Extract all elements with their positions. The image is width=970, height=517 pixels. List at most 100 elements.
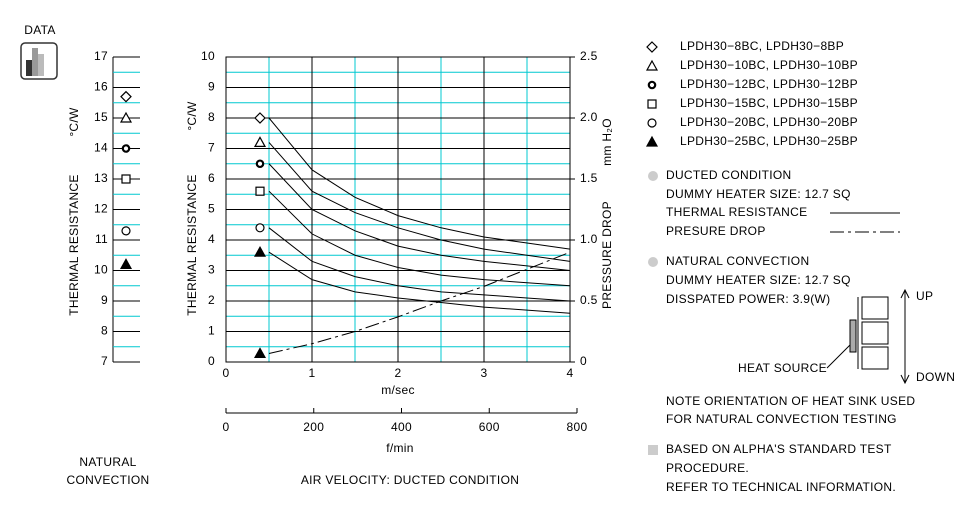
y-tick-label: 7 [208,141,215,155]
bullet [648,171,658,181]
legend-label: LPDH30−12BC, LPDH30−12BP [680,77,858,91]
legend-marker [647,80,657,90]
plot-frame [225,56,571,363]
y-tick-label: 14 [94,141,108,155]
y-tick-label: 11 [95,232,108,246]
x-tick-label: 2 [395,366,402,380]
series-line [268,251,571,354]
marker [119,111,133,123]
note: DUMMY HEATER SIZE: 12.7 SQ [666,187,851,201]
y2-tick-label: 0 [580,354,587,368]
note: DUMMY HEATER SIZE: 12.7 SQ [666,273,851,287]
y-tick-label: 13 [94,171,108,185]
y-tick-label: 1 [208,324,215,338]
series-line [268,227,571,302]
y-tick-label: 9 [101,293,108,307]
y2-axis-title: PRESSURE DROP [600,201,614,309]
icon-label: DATA [24,23,55,37]
y2-tick-label: 1.5 [580,171,598,185]
y-tick-label: 7 [101,354,108,368]
note: DISSPATED POWER: 3.9(W) [666,292,830,306]
marker [254,112,266,124]
heat-sink-diagram [826,288,910,385]
y-tick-label: 4 [208,232,215,246]
series-line [268,163,571,271]
y-tick-label: 10 [94,263,108,277]
legend-label: LPDH30−25BC, LPDH30−25BP [680,134,858,148]
marker [119,258,133,269]
marker [121,226,131,236]
x-axis-title: CONVECTION [66,473,149,487]
legend-label: LPDH30−8BC, LPDH30−8BP [680,39,844,53]
marker [120,90,132,103]
legend-marker [647,99,657,109]
marker [253,136,267,147]
y-tick-label: 10 [201,49,215,63]
diagram-label: UP [916,289,933,303]
y-axis-title: THERMAL RESISTANCE [67,174,81,315]
y2-tick-label: 0.5 [580,293,598,307]
x2-tick-label: 0 [223,420,230,434]
note: PROCEDURE. [666,461,749,475]
y-axis-unit: °C/W [67,107,81,137]
note: REFER TO TECHNICAL INFORMATION. [666,480,896,494]
y2-tick-label: 2.5 [580,49,598,63]
legend-marker [647,118,657,128]
x-tick-label: 1 [309,366,316,380]
note: THERMAL RESISTANCE [666,205,807,219]
diagram-label: DOWN [916,370,955,384]
y-tick-label: 8 [208,110,215,124]
y-axis-title: THERMAL RESISTANCE [185,174,199,315]
marker [253,347,267,359]
note: PRESURE DROP [666,224,766,238]
marker [255,186,265,196]
y-tick-label: 15 [94,110,108,124]
caption: AIR VELOCITY: DUCTED CONDITION [301,473,519,487]
bullet [648,257,658,267]
y-tick-label: 17 [94,49,108,63]
legend-label: LPDH30−15BC, LPDH30−15BP [680,96,858,110]
y-tick-label: 16 [94,80,108,94]
x-tick-label: 4 [567,366,574,380]
marker [253,245,267,257]
marker [121,144,131,153]
x2-tick-label: 600 [479,420,500,434]
legend-label: LPDH30−20BC, LPDH30−20BP [680,115,858,129]
y-tick-label: 6 [208,171,215,185]
y-tick-label: 12 [94,202,108,216]
x2-tick-label: 800 [567,420,588,434]
x2-axis-title: f/min [386,441,414,455]
y-tick-label: 5 [208,202,215,216]
x-tick-label: 3 [481,366,488,380]
legend-label: LPDH30−10BC, LPDH30−10BP [680,58,858,72]
note: BASED ON ALPHA'S STANDARD TEST [666,442,892,456]
data-icon [20,42,58,80]
marker [121,174,131,184]
series-line [268,190,571,287]
y-tick-label: 8 [101,324,108,338]
note-title: DUCTED CONDITION [666,168,791,182]
y-tick-label: 3 [208,263,215,277]
x-axis-title: NATURAL [79,455,136,469]
note: FOR NATURAL CONVECTION TESTING [666,412,897,426]
legend-marker [646,41,658,53]
bullet [648,445,658,455]
series-line [268,117,571,250]
diagram-label: HEAT SOURCE [738,361,827,375]
y2-tick-label: 1.0 [580,232,598,246]
series-line [268,142,571,262]
marker [255,159,265,169]
y-tick-label: 0 [208,354,215,368]
x-axis-title: m/sec [381,383,415,397]
y2-axis-unit: mm H₂O [600,118,614,166]
y2-tick-label: 2.0 [580,110,598,124]
x-tick-label: 0 [223,366,230,380]
note: NOTE ORIENTATION OF HEAT SINK USED [666,394,915,408]
legend-marker [645,135,659,147]
legend-marker [645,59,659,71]
series-line [268,251,571,314]
y-tick-label: 9 [208,80,215,94]
x2-tick-label: 200 [303,420,324,434]
